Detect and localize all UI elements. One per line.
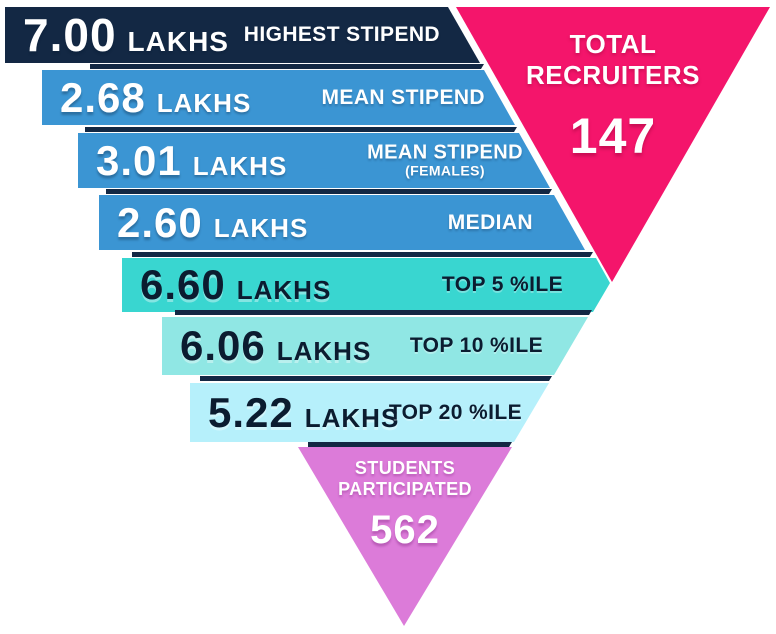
stipend-value: 2.68: [60, 73, 146, 121]
funnel-bar-highest-stipend: 7.00 LAKHS HIGHEST STIPEND: [5, 7, 480, 63]
total-recruiters-label-line2: RECRUITERS: [525, 60, 700, 91]
stipend-label: HIGHEST STIPEND: [243, 23, 440, 46]
funnel-bar-top-20-percentile: 5.22 LAKHS TOP 20 %ILE: [190, 383, 549, 442]
stipend-label-line2: (FEMALES): [405, 162, 485, 179]
students-participated-label-line2: PARTICIPATED: [338, 478, 472, 499]
stipend-figure: 5.22 LAKHS: [208, 389, 399, 437]
stipend-figure: 2.60 LAKHS: [117, 199, 308, 247]
students-participated-count: 562: [370, 508, 440, 553]
stipend-label: TOP 20 %ILE: [388, 400, 522, 424]
funnel-bar-top-5-percentile: 6.60 LAKHS TOP 5 %ILE: [122, 258, 610, 312]
stipend-value: 6.06: [180, 322, 266, 369]
stipend-unit: LAKHS: [304, 402, 400, 433]
stipend-value: 7.00: [23, 9, 117, 61]
stipend-label: TOP 10 %ILE: [409, 334, 543, 357]
students-participated-label-line1: STUDENTS: [354, 458, 456, 478]
stipend-unit: LAKHS: [127, 26, 229, 57]
divider-line: [308, 442, 512, 447]
stipend-value: 2.60: [117, 198, 203, 246]
total-recruiters-label-line1: TOTAL: [569, 29, 657, 59]
students-participated-label: STUDENTS PARTICIPATED: [298, 447, 512, 499]
funnel-bar-mean-stipend: 2.68 LAKHS MEAN STIPEND: [42, 70, 515, 125]
stipend-unit: LAKHS: [156, 87, 252, 118]
funnel-bar-mean-stipend-females: 3.01 LAKHS MEAN STIPEND (FEMALES): [78, 133, 550, 188]
stipend-label: TOP 5 %ILE: [441, 273, 563, 296]
stipend-figure: 7.00 LAKHS: [23, 8, 229, 62]
stipend-figure: 6.60 LAKHS: [140, 261, 331, 309]
stipend-label-line1: MEAN STIPEND: [367, 141, 523, 164]
total-recruiters-count: 147: [569, 108, 657, 165]
divider-line: [132, 252, 593, 257]
stipend-unit: LAKHS: [213, 212, 309, 243]
total-recruiters-label: TOTAL RECRUITERS: [456, 7, 770, 91]
stipend-value: 5.22: [208, 388, 294, 436]
stipend-label: MEDIAN: [447, 210, 533, 234]
divider-line: [90, 64, 484, 69]
divider-line: [175, 310, 592, 315]
students-participated-triangle: STUDENTS PARTICIPATED 562: [298, 447, 512, 626]
stipend-label: MEAN STIPEND (FEMALES): [367, 142, 523, 179]
stipend-figure: 6.06 LAKHS: [180, 322, 371, 370]
funnel-bar-median: 2.60 LAKHS MEDIAN: [99, 195, 585, 250]
stipend-unit: LAKHS: [276, 336, 372, 366]
stipend-figure: 3.01 LAKHS: [96, 137, 287, 185]
stipend-unit: LAKHS: [192, 150, 288, 181]
funnel-bar-top-10-percentile: 6.06 LAKHS TOP 10 %ILE: [162, 317, 588, 375]
stipend-label: MEAN STIPEND: [321, 85, 485, 109]
stipend-value: 6.60: [140, 261, 226, 308]
stipend-figure: 2.68 LAKHS: [60, 74, 251, 122]
divider-line: [106, 189, 552, 194]
stipend-value: 3.01: [96, 136, 182, 184]
divider-line: [85, 127, 517, 132]
divider-line: [200, 376, 552, 381]
stipend-unit: LAKHS: [236, 275, 332, 305]
